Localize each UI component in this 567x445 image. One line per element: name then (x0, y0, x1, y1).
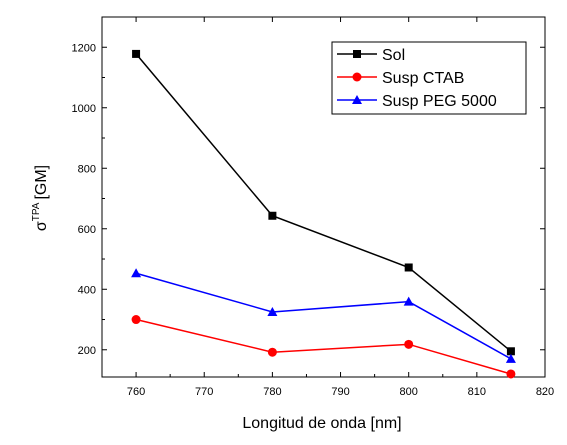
y-tick-label: 600 (78, 224, 96, 236)
x-tick-label: 800 (400, 386, 418, 398)
series-line (135, 318, 512, 375)
y-tick-label: 400 (78, 284, 96, 296)
legend-marker (352, 95, 362, 104)
series-line (135, 272, 512, 360)
legend-marker (353, 50, 361, 58)
x-axis: 760 770 780 790 800 810 820 (101, 17, 554, 398)
series-susp-peg-5000 (131, 268, 516, 363)
y-axis-title-symbol: σ (33, 221, 50, 231)
data-point (506, 347, 515, 356)
series-layer (131, 49, 516, 379)
x-axis-title: Longitud de onda [nm] (242, 415, 401, 432)
legend: Sol Susp CTAB Susp PEG 5000 (331, 41, 527, 115)
data-point (131, 268, 142, 278)
data-point (267, 347, 277, 357)
data-point (131, 315, 141, 325)
series-susp-ctab (131, 315, 516, 379)
y-tick-label: 200 (78, 345, 96, 357)
y-tick-label: 1200 (72, 42, 96, 54)
data-point (403, 296, 414, 306)
data-point (267, 306, 278, 316)
y-tick-label: 1000 (72, 103, 96, 115)
data-point (268, 211, 277, 220)
legend-label: Sol (382, 47, 405, 64)
data-point (404, 263, 413, 272)
y-axis-title-superscript: TPA (31, 202, 42, 221)
x-tick-label: 790 (331, 386, 349, 398)
legend-item: Sol (337, 47, 405, 64)
y-axis: 200 400 600 800 1000 1200 (72, 16, 545, 357)
y-tick-label: 800 (78, 163, 96, 175)
data-point (132, 49, 141, 58)
y-axis-title-unit: [GM] (33, 165, 50, 200)
svg-text:σTPA[GM]: σTPA [GM] (31, 165, 50, 231)
legend-label: Susp PEG 5000 (382, 93, 497, 110)
legend-marker (352, 72, 362, 82)
series-line (135, 53, 512, 352)
legend-item: Susp CTAB (337, 70, 464, 87)
x-tick-label: 760 (127, 386, 145, 398)
data-point (404, 339, 414, 349)
legend-item: Susp PEG 5000 (337, 93, 497, 110)
data-point (505, 353, 516, 363)
x-tick-label: 810 (468, 386, 486, 398)
x-tick-label: 780 (263, 386, 281, 398)
series-sol (132, 49, 515, 356)
plot-frame (101, 16, 546, 378)
legend-label: Susp CTAB (382, 70, 464, 87)
data-point (506, 369, 516, 379)
y-axis-title: σTPA [GM] (31, 165, 50, 231)
x-tick-label: 770 (195, 386, 213, 398)
x-tick-label: 820 (536, 386, 554, 398)
